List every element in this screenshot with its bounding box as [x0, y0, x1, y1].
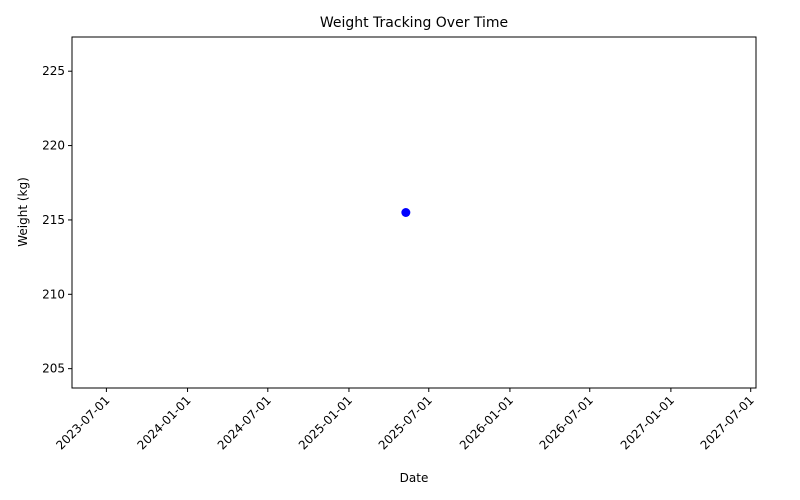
- y-axis-label: Weight (kg): [16, 177, 30, 247]
- chart-title: Weight Tracking Over Time: [320, 15, 508, 31]
- plot-area: [71, 36, 757, 389]
- x-tick-label: 2026-01-01: [457, 393, 516, 452]
- x-tick-label: 2023-07-01: [53, 393, 112, 452]
- x-tick-label: 2026-07-01: [537, 393, 596, 452]
- y-tick-label: 225: [42, 64, 65, 78]
- y-axis: 205 210 215 220 225: [42, 64, 72, 376]
- y-tick-label: 210: [42, 287, 65, 301]
- x-tick-label: 2027-07-01: [698, 393, 757, 452]
- data-points: [401, 208, 411, 217]
- y-tick-label: 205: [42, 362, 65, 376]
- x-tick-label: 2024-01-01: [134, 393, 193, 452]
- data-point: [401, 208, 411, 217]
- x-axis: 2023-07-01 2024-01-01 2024-07-01 2025-01-01…: [53, 388, 757, 452]
- y-tick-label: 215: [42, 213, 65, 227]
- x-axis-label: Date: [400, 471, 429, 485]
- y-tick-label: 220: [42, 139, 65, 153]
- x-tick-label: 2024-07-01: [215, 393, 274, 452]
- x-tick-label: 2025-07-01: [376, 393, 435, 452]
- x-tick-label: 2025-01-01: [296, 393, 355, 452]
- x-tick-label: 2027-01-01: [618, 393, 677, 452]
